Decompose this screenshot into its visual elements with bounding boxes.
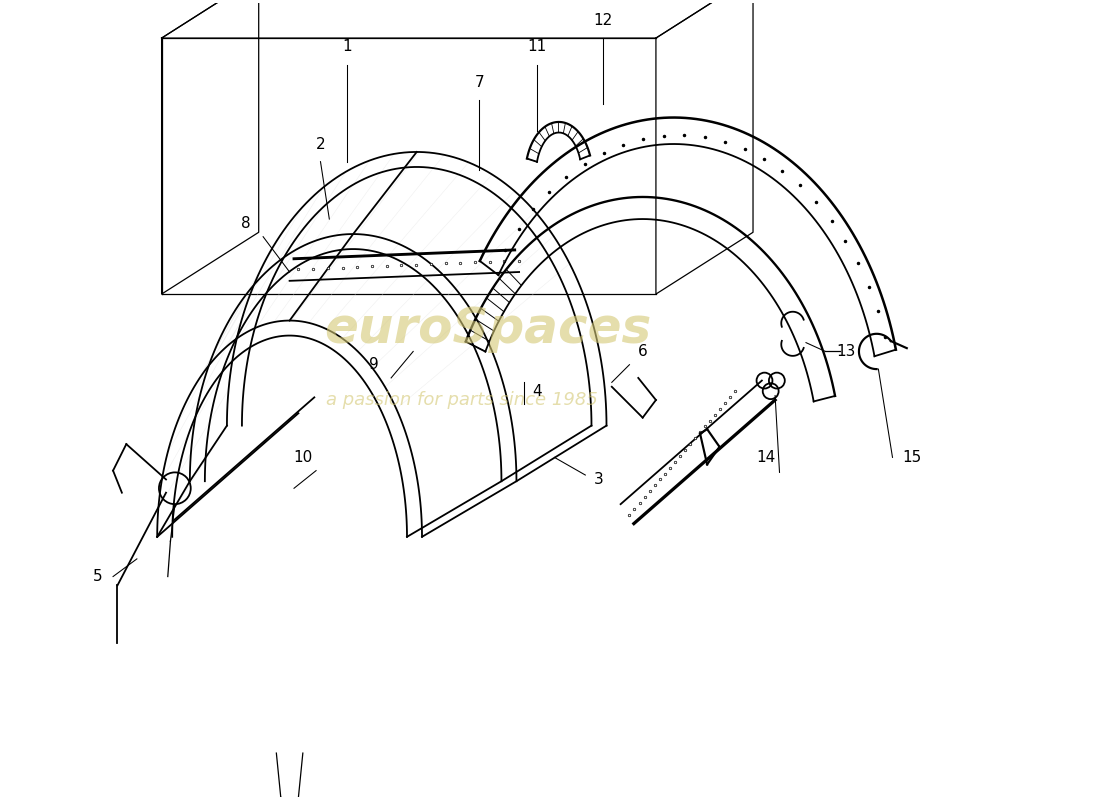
Text: 3: 3 — [594, 472, 604, 487]
Text: 5: 5 — [94, 569, 103, 584]
Text: 10: 10 — [294, 450, 312, 465]
Text: 8: 8 — [241, 216, 251, 231]
Text: 1: 1 — [342, 39, 352, 54]
Text: a passion for parts since 1985: a passion for parts since 1985 — [326, 391, 597, 409]
Text: 15: 15 — [902, 450, 922, 465]
Text: 11: 11 — [527, 39, 547, 54]
Text: 6: 6 — [638, 344, 648, 359]
Text: 14: 14 — [757, 450, 776, 465]
Text: 12: 12 — [593, 13, 613, 28]
Text: euroSpaces: euroSpaces — [324, 306, 652, 354]
Text: 4: 4 — [532, 384, 541, 398]
Text: 9: 9 — [368, 357, 378, 372]
Text: 7: 7 — [474, 74, 484, 90]
Text: 2: 2 — [316, 137, 326, 151]
Text: 13: 13 — [836, 344, 856, 359]
